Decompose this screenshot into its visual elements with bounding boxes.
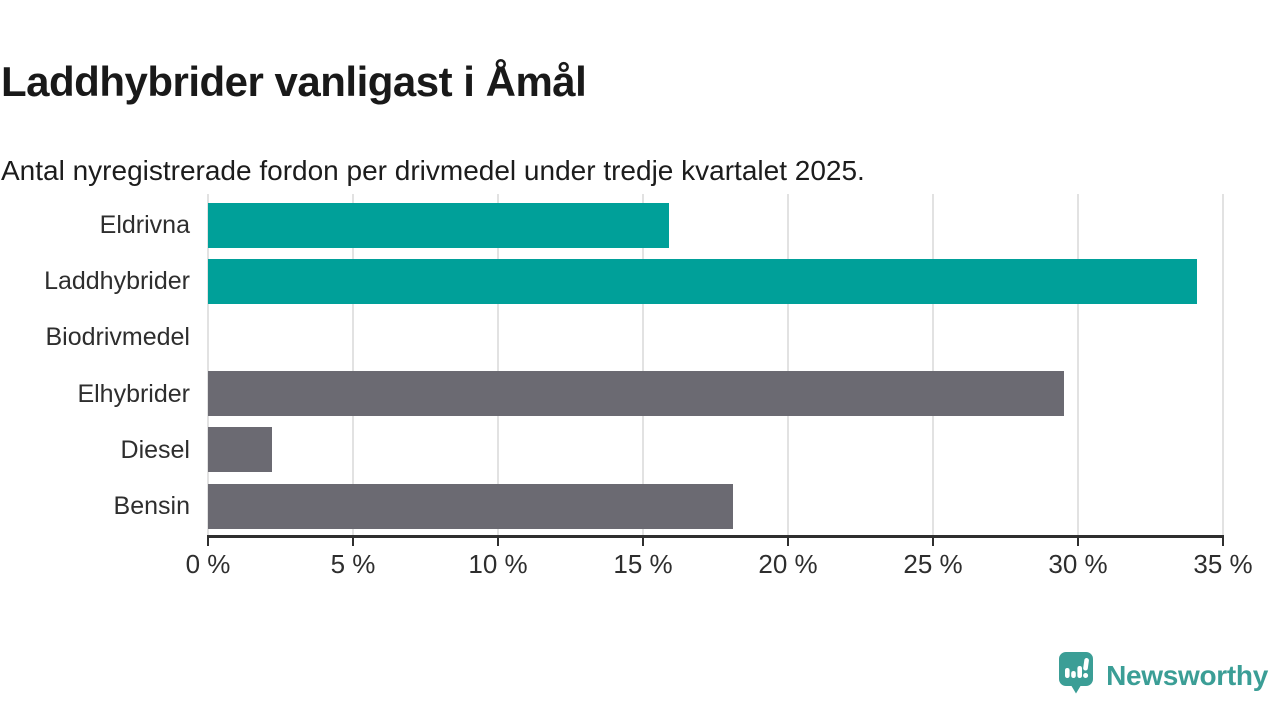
gridline [1222,194,1224,535]
tick-mark [351,535,355,546]
gridline [787,194,789,535]
gridline [642,194,644,535]
tick-label: 30 % [1048,549,1108,579]
gridline [1077,194,1079,535]
bar-track [208,427,1223,473]
bar-chart-speech-bubble-icon [1059,652,1094,694]
gridline [207,194,209,535]
tick-mark [1076,535,1080,546]
gridline [932,194,934,535]
bar-track [208,315,1223,360]
tick-label: 20 % [758,549,818,579]
tick-mark [931,535,935,546]
bar-rows: Eldrivna Laddhybrider Biodrivmedel Elhybrid… [0,197,1280,534]
chart-subtitle: Antal nyregistrerade fordon per drivmede… [1,155,865,186]
bar [208,483,733,529]
bar-track [208,483,1223,529]
newsworthy-logo: Newsworthy [1058,651,1268,701]
tick-label: 15 % [613,549,673,579]
category-label: Bensin [113,491,190,520]
tick-mark [496,535,500,546]
page-title: Laddhybrider vanligast i Åmål [1,58,587,106]
category-label: Laddhybrider [44,267,190,296]
chart-row: Biodrivmedel [0,309,1280,365]
chart-row: Eldrivna [0,197,1280,253]
tick-label: 35 % [1193,549,1253,579]
chart-row: Bensin [0,478,1280,534]
brand-name: Newsworthy [1106,660,1268,691]
gridline [352,194,354,535]
bar-track [208,258,1223,304]
category-label: Elhybrider [77,379,190,408]
bar [208,427,272,473]
tick-label: 5 % [330,549,376,579]
category-label: Biodrivmedel [45,323,190,352]
chart-row: Laddhybrider [0,253,1280,309]
bar-track [208,202,1223,248]
tick-label: 0 % [185,549,231,579]
tick-label: 10 % [468,549,528,579]
x-axis-line [207,535,1224,538]
chart-row: Elhybrider [0,366,1280,422]
bar [208,371,1064,417]
tick-label: 25 % [903,549,963,579]
tick-mark [206,535,210,546]
tick-mark [786,535,790,546]
bar [208,258,1197,304]
tick-mark [1221,535,1225,546]
category-label: Eldrivna [99,211,190,239]
tick-mark [641,535,645,546]
category-label: Diesel [120,435,190,464]
bar-track [208,371,1223,417]
gridline [497,194,499,535]
chart-row: Diesel [0,422,1280,478]
bar [208,202,670,248]
